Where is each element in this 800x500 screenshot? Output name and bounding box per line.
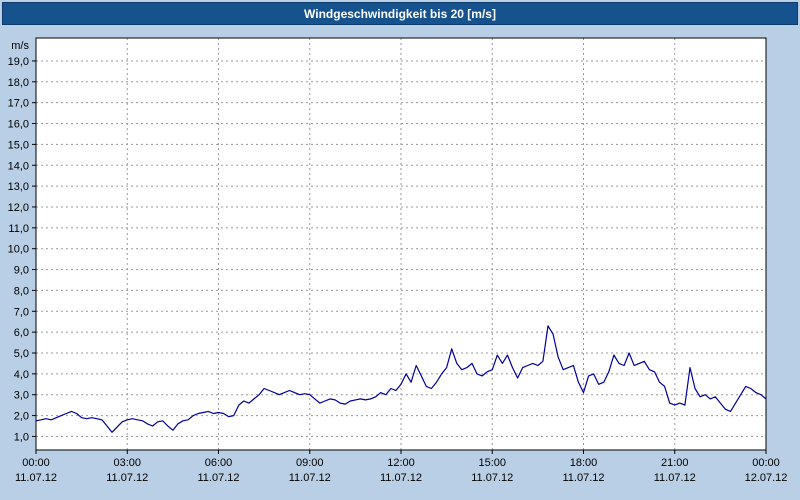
y-tick-label: 10,0 (8, 244, 29, 256)
y-tick-label: 13,0 (8, 181, 29, 193)
y-tick-label: 2,0 (14, 411, 29, 423)
x-tick-time-label: 15:00 (478, 457, 506, 469)
y-tick-label: 7,0 (14, 306, 29, 318)
y-tick-label: 18,0 (8, 77, 29, 89)
x-tick-date-label: 11.07.12 (289, 472, 331, 484)
y-tick-label: 15,0 (8, 139, 29, 151)
y-tick-label: 6,0 (14, 327, 29, 339)
y-tick-label: 12,0 (8, 202, 29, 214)
x-tick-time-label: 03:00 (113, 457, 141, 469)
wind-speed-line (35, 325, 767, 433)
x-tick-time-label: 00:00 (22, 457, 50, 469)
y-tick-label: 3,0 (14, 390, 29, 402)
y-axis-unit-label: m/s (11, 40, 29, 52)
x-tick-date-label: 11.07.12 (654, 472, 696, 484)
y-tick-label: 17,0 (8, 98, 29, 110)
x-tick-time-label: 09:00 (296, 457, 324, 469)
x-tick-time-label: 06:00 (205, 457, 233, 469)
y-tick-label: 9,0 (14, 265, 29, 277)
x-tick-date-label: 11.07.12 (106, 472, 148, 484)
x-tick-time-label: 18:00 (570, 457, 598, 469)
y-tick-label: 11,0 (8, 223, 29, 235)
plot-border (35, 37, 767, 451)
window-titlebar: Windgeschwindigkeit bis 20 [m/s] (2, 2, 798, 25)
x-tick-time-label: 00:00 (752, 457, 780, 469)
y-tick-label: 16,0 (8, 119, 29, 131)
x-tick-date-label: 11.07.12 (197, 472, 239, 484)
x-tick-date-label: 12.07.12 (745, 472, 788, 484)
y-tick-label: 14,0 (8, 160, 29, 172)
chart-title: Windgeschwindigkeit bis 20 [m/s] (304, 6, 496, 21)
x-tick-date-label: 11.07.12 (562, 472, 604, 484)
x-tick-date-label: 11.07.12 (380, 472, 422, 484)
x-tick-date-label: 11.07.12 (471, 472, 513, 484)
y-tick-label: 4,0 (14, 369, 29, 381)
y-tick-label: 1,0 (14, 431, 29, 443)
x-tick-time-label: 21:00 (661, 457, 689, 469)
x-tick-date-label: 11.07.12 (15, 472, 57, 484)
y-tick-label: 5,0 (14, 348, 29, 360)
y-tick-label: 8,0 (14, 285, 29, 297)
y-tick-label: 19,0 (8, 56, 29, 68)
x-tick-time-label: 12:00 (387, 457, 415, 469)
